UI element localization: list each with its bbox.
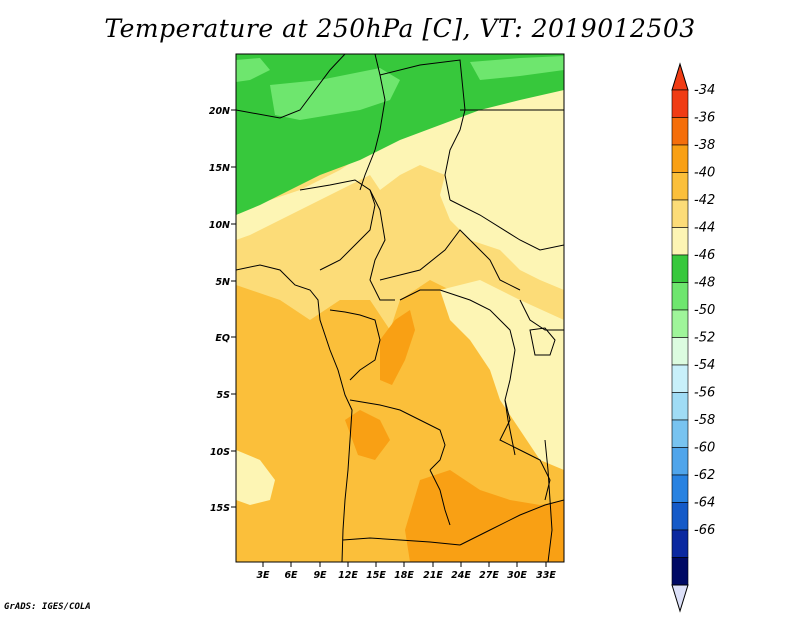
field-band-38-south — [405, 470, 564, 562]
colorbar-label: -42 — [694, 193, 715, 208]
border-sudan-south-sudan — [449, 199, 564, 251]
lat-label-5n: 5N — [215, 277, 230, 288]
colorbar-swatch — [671, 474, 689, 503]
border-zambia-zimbabwe — [459, 499, 564, 546]
field-band-38-coast — [345, 410, 390, 460]
field-band-38-central — [380, 310, 415, 385]
colorbar-label: -58 — [694, 413, 715, 428]
grads-credit: GrADS: IGES/COLA — [4, 602, 91, 612]
colorbar-swatch — [671, 419, 689, 448]
border-mozambique — [544, 439, 553, 562]
field-band-48-west — [236, 58, 270, 82]
colorbar-top-triangle — [671, 62, 689, 91]
colorbar-label: -48 — [694, 276, 715, 291]
colorbar-label: -40 — [694, 166, 715, 181]
colorbar-label: -46 — [694, 248, 715, 263]
lon-label-27e: 27E — [479, 570, 499, 581]
border-car-south-sudan — [379, 229, 521, 291]
border-mauritania-mali — [236, 54, 346, 119]
border-angola-zambia — [429, 469, 451, 526]
lon-label-18e: 18E — [394, 570, 414, 581]
lon-label-6e: 6E — [284, 570, 298, 581]
colorbar-label: -44 — [694, 221, 715, 236]
lat-label-15n: 15N — [209, 163, 230, 174]
country-borders — [236, 54, 564, 562]
colorbar-swatch — [671, 199, 689, 228]
lat-axis: 20N 15N 10N 5N EQ 5S 10S 15S — [209, 106, 236, 514]
colorbar-label: -38 — [694, 138, 715, 153]
lon-label-33e: 33E — [536, 570, 556, 581]
colorbar-swatch — [671, 557, 689, 586]
border-nigeria — [299, 179, 376, 271]
colorbar-label: -52 — [694, 331, 715, 346]
colorbar-swatch — [671, 309, 689, 338]
lat-label-eq: EQ — [215, 333, 230, 344]
lon-label-30e: 30E — [507, 570, 527, 581]
lake-victoria — [529, 327, 556, 356]
colorbar-label: -62 — [694, 468, 715, 483]
map-title: Temperature at 250hPa [C], VT: 201901250… — [104, 14, 696, 43]
border-drc-north — [399, 289, 516, 351]
colorbar-swatch — [671, 172, 689, 201]
border-congo-gabon — [329, 309, 381, 381]
lon-label-21e: 21E — [423, 570, 443, 581]
border-east-africa — [519, 299, 564, 331]
colorbar-swatch — [671, 117, 689, 146]
colorbar-label: -60 — [694, 441, 715, 456]
border-niger-chad — [379, 59, 466, 201]
lon-label-24e: 24E — [451, 570, 471, 581]
coastline-west-africa — [236, 264, 353, 562]
colorbar-swatch — [671, 392, 689, 421]
map-frame — [235, 53, 565, 563]
border-angola-namibia — [342, 537, 461, 546]
colorbar-label: -54 — [694, 358, 715, 373]
lon-label-3e: 3E — [256, 570, 270, 581]
colorbar-label: -64 — [694, 496, 715, 511]
border-cameroon-chad — [369, 189, 395, 301]
lat-label-10s: 10S — [210, 447, 230, 458]
lon-axis: 3E 6E 9E 12E 15E 18E 21E 24E 27E 30E 33E — [256, 562, 556, 581]
colorbar-swatch — [671, 364, 689, 393]
colorbar-swatch — [671, 502, 689, 531]
lake-tanganyika — [504, 399, 516, 456]
colorbar: -34 -36 -38 -40 -42 -44 -46 -48 -50 -52 -54 -56 -58 -… — [671, 62, 715, 613]
border-angola-drc — [349, 399, 446, 471]
field-band-44-east — [440, 280, 564, 470]
colorbar-swatch — [671, 337, 689, 366]
colorbar-bottom-triangle — [671, 584, 689, 613]
lon-label-12e: 12E — [338, 570, 358, 581]
lat-label-15s: 15S — [210, 503, 230, 514]
field-band-48-east — [470, 56, 564, 80]
colorbar-swatch — [671, 254, 689, 283]
field-band-44-north — [236, 120, 440, 240]
colorbar-label: -56 — [694, 386, 715, 401]
colorbar-swatch — [671, 144, 689, 173]
lat-label-10n: 10N — [209, 220, 230, 231]
colorbar-label: -36 — [694, 111, 715, 126]
colorbar-swatch — [671, 227, 689, 256]
colorbar-swatch — [671, 89, 689, 118]
colorbar-label: -66 — [694, 523, 715, 538]
colorbar-swatch — [671, 529, 689, 558]
lon-label-9e: 9E — [313, 570, 327, 581]
border-drc-east — [499, 349, 551, 501]
lat-label-20n: 20N — [209, 106, 230, 117]
lon-label-15e: 15E — [366, 570, 386, 581]
colorbar-swatch — [671, 447, 689, 476]
colorbar-label: -50 — [694, 303, 715, 318]
colorbar-label: -34 — [694, 83, 715, 98]
field-band-44-west — [236, 450, 275, 505]
lat-label-5s: 5S — [217, 390, 231, 401]
temperature-field — [236, 54, 564, 562]
colorbar-swatch — [671, 282, 689, 311]
